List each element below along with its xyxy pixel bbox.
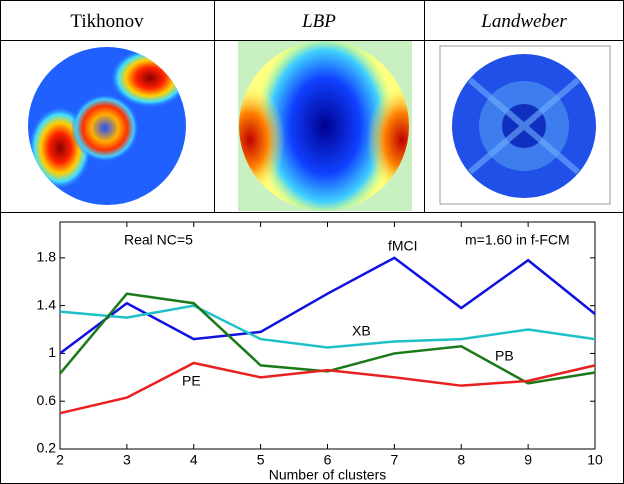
series-label: XB xyxy=(352,323,371,339)
x-tick-label: 5 xyxy=(257,452,265,468)
series-label: PB xyxy=(495,348,514,364)
y-tick-label: 0.2 xyxy=(37,440,57,456)
tikhonov-image xyxy=(20,40,200,210)
column-header: Tikhonov xyxy=(70,11,144,32)
x-axis-label: Number of clusters xyxy=(269,467,386,483)
x-tick-label: 7 xyxy=(390,452,398,468)
column-header: LBP xyxy=(301,11,336,32)
y-tick-label: 0.6 xyxy=(37,392,57,408)
x-tick-label: 8 xyxy=(457,452,465,468)
lbp-image xyxy=(215,31,437,221)
plot-area xyxy=(60,222,595,449)
x-tick-label: 3 xyxy=(123,452,131,468)
x-tick-label: 9 xyxy=(524,452,532,468)
series-line xyxy=(60,363,595,413)
landweber-image xyxy=(440,46,610,204)
annotation: m=1.60 in f-FCM xyxy=(465,232,570,248)
x-tick-label: 6 xyxy=(324,452,332,468)
x-tick-label: 10 xyxy=(587,452,603,468)
figure: Tikhonov LBP Landweber 0.2 0.6 1 1.4 1.8 2 3 4 5… xyxy=(0,0,624,484)
x-tick-label: 2 xyxy=(56,452,64,468)
series-line xyxy=(60,258,595,354)
y-tick-label: 1.8 xyxy=(37,249,57,265)
line-chart: 0.2 0.6 1 1.4 1.8 2 3 4 5 6 7 8 9 10 Number of cluster… xyxy=(37,222,603,483)
column-header: Landweber xyxy=(480,11,567,32)
series-label: fMCI xyxy=(388,238,418,254)
series-label: PE xyxy=(182,373,201,389)
y-tick-label: 1.4 xyxy=(37,296,57,312)
series-line xyxy=(60,306,595,348)
x-tick-label: 4 xyxy=(190,452,198,468)
annotation: Real NC=5 xyxy=(124,232,193,248)
y-tick-label: 1 xyxy=(48,344,56,360)
